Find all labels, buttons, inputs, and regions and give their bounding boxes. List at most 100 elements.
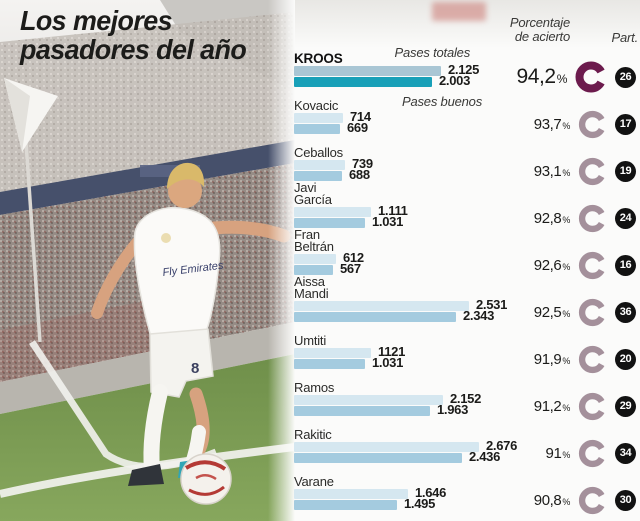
total-passes-value: 1.111 xyxy=(378,203,408,218)
player-name: Umtiti xyxy=(294,332,327,348)
participation-badge: 20 xyxy=(615,348,636,370)
scoreboard-fragment xyxy=(432,2,486,21)
ball-icon xyxy=(180,453,232,505)
accuracy-donut-icon xyxy=(578,251,607,279)
accuracy-donut-icon xyxy=(578,298,607,326)
good-passes-bar xyxy=(294,77,432,87)
good-passes-bar xyxy=(294,265,333,275)
total-passes-value: 612 xyxy=(343,250,364,265)
player-stats: 91,2% 29 xyxy=(512,391,636,421)
photo-edge-fade xyxy=(268,0,295,521)
player-row: Fran Beltrán 612 567 92,6% 16 xyxy=(292,228,640,279)
accuracy-number: 93,7 xyxy=(533,115,562,133)
accuracy-value: 93,1% xyxy=(512,162,571,180)
total-passes-bar xyxy=(294,160,345,170)
total-passes-bar xyxy=(294,207,371,217)
participation-badge: 29 xyxy=(615,395,636,417)
total-passes-bar xyxy=(294,254,336,264)
photo-touchline xyxy=(0,443,295,498)
participation-badge: 16 xyxy=(615,254,636,276)
player-boot-left xyxy=(128,464,164,486)
good-passes-value: 1.031 xyxy=(372,214,404,229)
percent-sign: % xyxy=(562,167,570,178)
good-passes-value: 1.495 xyxy=(404,496,436,511)
corner-flag-shade xyxy=(4,78,30,152)
good-passes-bar xyxy=(294,406,430,416)
player-stats: 92,8% 24 xyxy=(512,203,636,233)
accuracy-value: 90,8% xyxy=(512,492,571,509)
player-row: Varane 1.646 1.495 90,8% 30 xyxy=(292,465,640,515)
percent-sign: % xyxy=(562,355,570,366)
percent-sign: % xyxy=(562,120,570,131)
accuracy-donut-icon xyxy=(578,204,607,232)
player-stats: 93,7% 17 xyxy=(512,109,636,139)
total-passes-bar xyxy=(294,301,469,311)
good-passes-value: 2.343 xyxy=(463,308,495,323)
player-stats: 90,8% 30 xyxy=(512,485,636,515)
player-head xyxy=(168,174,202,208)
player-row: Rakitic 2.676 2.436 91% 34 xyxy=(292,418,640,467)
good-passes-value: 567 xyxy=(340,261,361,276)
chart-panel: Pases totales Pases buenos Porcentaje de… xyxy=(292,0,640,521)
player-stats: 94,2% 26 xyxy=(509,61,636,93)
player-row: KROOS 2.125 2.003 94,2% 26 xyxy=(292,42,640,93)
accuracy-number: 94,2 xyxy=(516,65,556,88)
total-passes-bar xyxy=(294,113,343,123)
accuracy-number: 93,1 xyxy=(533,162,562,180)
player-rows: KROOS 2.125 2.003 94,2% 26 Kovacic 714 6… xyxy=(292,42,640,515)
good-passes-bar xyxy=(294,312,456,322)
player-lower-arm xyxy=(91,237,143,319)
total-passes-bar xyxy=(294,442,479,452)
good-passes-value: 688 xyxy=(349,167,370,182)
total-passes-value: 2.676 xyxy=(486,438,518,453)
good-passes-value: 2.003 xyxy=(439,73,471,88)
page-title: Los mejores pasadores del año xyxy=(20,5,247,65)
good-passes-bar xyxy=(294,359,365,369)
player-name: Kovacic xyxy=(294,97,339,113)
shorts-number: 8 xyxy=(191,360,199,377)
accuracy-donut-icon xyxy=(578,392,607,420)
title-line-2: pasadores del año xyxy=(20,34,247,65)
accuracy-value: 91% xyxy=(512,444,571,462)
title-line-1: Los mejores xyxy=(20,5,173,36)
accuracy-value: 93,7% xyxy=(512,115,571,133)
participation-badge: 26 xyxy=(615,66,636,88)
player-shorts xyxy=(149,328,214,398)
good-passes-value: 1.963 xyxy=(437,402,469,417)
accuracy-value: 91,9% xyxy=(512,350,571,368)
accuracy-value: 94,2% xyxy=(509,65,567,89)
accuracy-value: 92,8% xyxy=(512,210,571,227)
accuracy-header-line-1: Porcentaje xyxy=(509,15,570,30)
accuracy-number: 92,5 xyxy=(533,303,562,321)
accuracy-header-line-2: de acierto xyxy=(514,29,570,44)
player-row: Umtiti 1121 1.031 91,9% 20 xyxy=(292,324,640,373)
total-passes-column-label: Pases totales xyxy=(394,45,471,60)
accuracy-donut-icon xyxy=(578,110,607,138)
total-passes-bar xyxy=(294,395,443,405)
total-passes-value: 2.152 xyxy=(450,391,482,406)
photo-upper-tier-crowd xyxy=(0,12,295,192)
accuracy-value: 92,5% xyxy=(512,303,571,321)
percent-sign: % xyxy=(562,261,570,272)
participation-badge: 19 xyxy=(615,160,636,182)
total-passes-value: 1.646 xyxy=(415,485,447,500)
total-passes-value: 2.531 xyxy=(476,297,508,312)
accuracy-number: 91,9 xyxy=(533,350,562,368)
total-passes-value: 2.125 xyxy=(448,62,480,77)
good-passes-bar xyxy=(294,218,365,228)
player-name: Javi García xyxy=(294,180,332,207)
player-name: Ceballos xyxy=(294,144,343,160)
good-passes-bar xyxy=(294,124,340,134)
total-passes-value: 739 xyxy=(352,156,373,171)
good-passes-value: 2.436 xyxy=(469,449,501,464)
participation-column-header: Part. xyxy=(611,30,639,45)
accuracy-donut-icon xyxy=(578,157,607,185)
percent-sign: % xyxy=(562,449,570,460)
accuracy-number: 91 xyxy=(545,444,562,462)
accuracy-donut-icon xyxy=(578,486,607,514)
photo-led-board xyxy=(0,140,295,215)
player-row: Ramos 2.152 1.963 91,2% 29 xyxy=(292,371,640,421)
percent-sign: % xyxy=(562,402,570,413)
player-name: Rakitic xyxy=(294,426,332,442)
